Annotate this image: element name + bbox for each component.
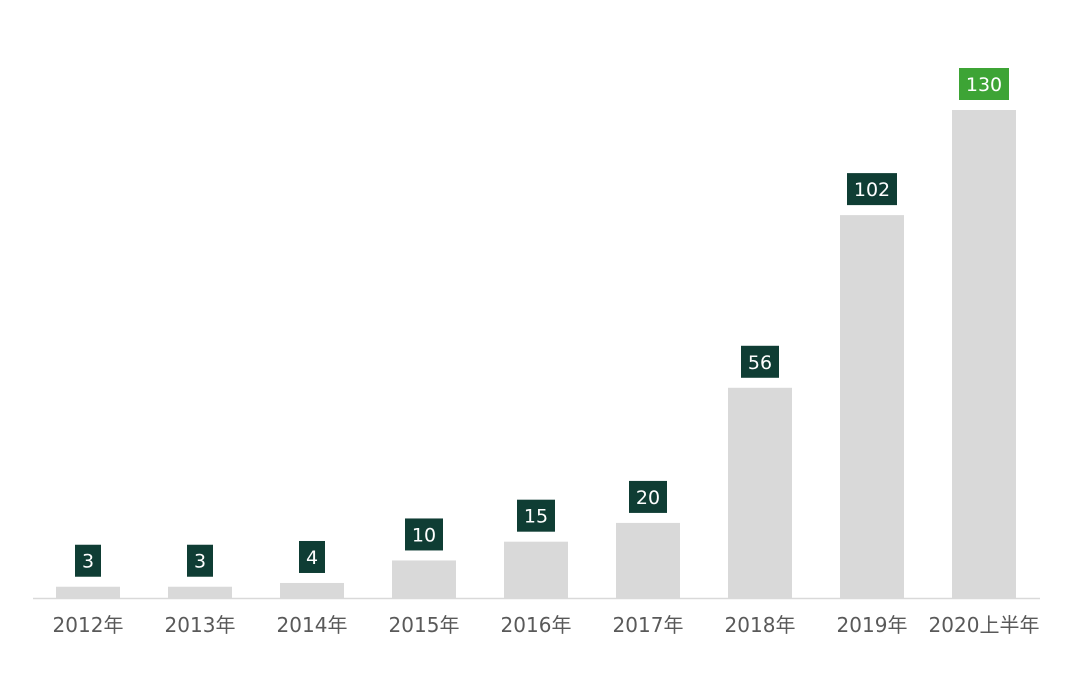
bar-2014年 <box>280 582 344 598</box>
value-label-text: 102 <box>854 179 890 201</box>
value-label-box <box>847 173 897 206</box>
bar-2020上半年 <box>952 110 1016 598</box>
value-label-2017年: 20 <box>629 480 667 513</box>
value-label-box <box>299 540 325 573</box>
value-label-text: 130 <box>966 74 1002 96</box>
value-label-text: 3 <box>82 551 94 573</box>
value-label-2019年: 102 <box>847 173 897 206</box>
value-label-box <box>75 544 101 577</box>
value-label-box <box>187 544 213 577</box>
bar-2019年 <box>840 215 904 598</box>
x-tick-label: 2018年 <box>725 613 796 637</box>
bar-2016年 <box>504 541 568 598</box>
value-labels-group: 3 3 4 10 15 20 56 102 130 <box>75 68 1009 577</box>
x-tick-labels-group: 2012年 2013年 2014年 2015年 2016年 2017年 2018年 2019年… <box>53 613 1040 637</box>
value-label-box <box>959 68 1009 100</box>
value-label-2018年: 56 <box>741 345 779 378</box>
value-label-text: 15 <box>524 506 548 528</box>
x-tick-label: 2020上半年 <box>929 613 1040 637</box>
value-label-text: 10 <box>412 524 436 546</box>
x-tick-label: 2012年 <box>53 613 124 637</box>
x-tick-label: 2013年 <box>165 613 236 637</box>
value-label-2020上半年: 130 <box>959 68 1009 100</box>
value-label-text: 20 <box>636 487 660 509</box>
x-tick-label: 2014年 <box>277 613 348 637</box>
value-label-text: 3 <box>194 551 206 573</box>
bar-2017年 <box>616 522 680 598</box>
x-tick-label: 2015年 <box>389 613 460 637</box>
x-tick-label: 2017年 <box>613 613 684 637</box>
value-label-2015年: 10 <box>405 518 443 551</box>
x-tick-label: 2016年 <box>501 613 572 637</box>
value-label-box <box>405 518 443 551</box>
value-label-text: 56 <box>748 352 772 374</box>
bar-2013年 <box>168 586 232 598</box>
value-label-text: 4 <box>306 547 318 569</box>
bar-2018年 <box>728 387 792 598</box>
bar-2015年 <box>392 560 456 598</box>
bar-2012年 <box>56 586 120 598</box>
value-label-2012年: 3 <box>75 544 101 577</box>
value-label-2014年: 4 <box>299 540 325 573</box>
bars-group <box>56 110 1016 598</box>
value-label-2013年: 3 <box>187 544 213 577</box>
value-label-2016年: 15 <box>517 499 555 532</box>
value-label-box <box>741 345 779 378</box>
value-label-box <box>517 499 555 532</box>
x-tick-label: 2019年 <box>837 613 908 637</box>
value-label-box <box>629 480 667 513</box>
